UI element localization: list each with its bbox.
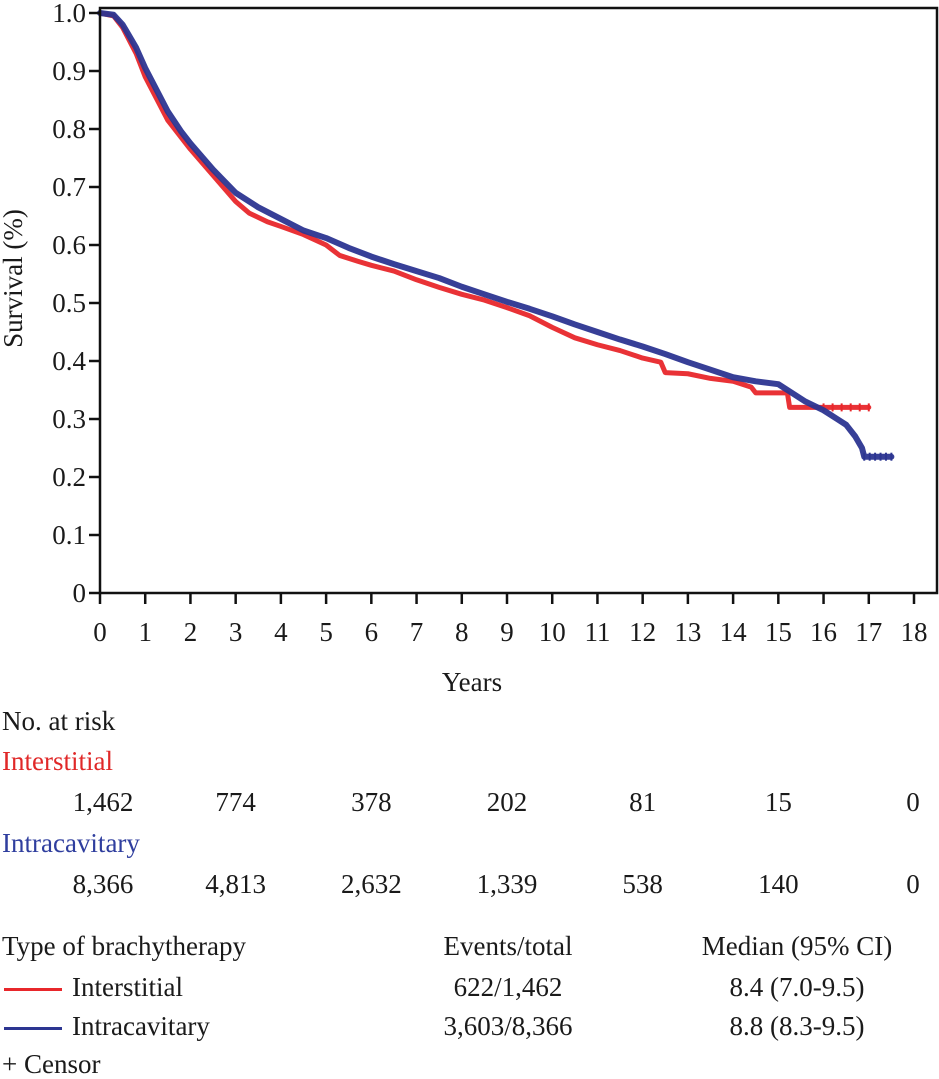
at-risk-count: 538 — [622, 869, 663, 899]
at-risk-count: 15 — [764, 787, 792, 817]
x-tick-label: 3 — [229, 617, 243, 647]
x-tick-label: 8 — [455, 617, 469, 647]
y-tick-label: 1.0 — [52, 0, 86, 28]
x-tick-label: 4 — [274, 617, 288, 647]
at-risk-count: 774 — [215, 787, 256, 817]
at-risk-group-intracavitary: Intracavitary — [2, 828, 140, 858]
y-tick-label: 0.9 — [52, 56, 86, 86]
y-tick-label: 0 — [73, 578, 87, 608]
at-risk-count: 0 — [906, 869, 920, 899]
y-tick-label: 0.4 — [52, 346, 86, 376]
legend-label-interstitial: Interstitial — [72, 972, 183, 1002]
x-axis-title: Years — [442, 667, 502, 697]
x-tick-label: 17 — [855, 617, 882, 647]
y-tick-label: 0.6 — [52, 230, 86, 260]
at-risk-count: 1,339 — [476, 869, 538, 899]
at-risk-title: No. at risk — [2, 706, 116, 736]
legend-line-interstitial — [4, 988, 62, 991]
legend-header-median: Median (95% CI) — [701, 931, 893, 961]
at-risk-count: 81 — [629, 787, 657, 817]
at-risk-count: 4,813 — [205, 869, 267, 899]
x-tick-label: 7 — [410, 617, 424, 647]
legend-censor-label: + Censor — [2, 1049, 101, 1079]
x-tick-label: 12 — [629, 617, 656, 647]
plot-frame — [98, 6, 939, 595]
curve-intracavitary — [97, 10, 895, 460]
at-risk-count: 378 — [351, 787, 392, 817]
legend-events-intracavitary: 3,603/8,366 — [443, 1011, 573, 1041]
x-tick-label: 14 — [720, 617, 748, 647]
x-tick-label: 1 — [138, 617, 152, 647]
y-tick-label: 0.8 — [52, 114, 86, 144]
legend-events-interstitial: 622/1,462 — [453, 972, 563, 1002]
x-tick-label: 11 — [584, 617, 610, 647]
legend-line-intracavitary — [4, 1027, 62, 1030]
legend-median-intracavitary: 8.8 (8.3-9.5) — [729, 1011, 865, 1041]
legend-header-type: Type of brachytherapy — [2, 931, 247, 961]
x-tick-label: 18 — [901, 617, 928, 647]
at-risk-count: 2,632 — [340, 869, 402, 899]
at-risk-count: 1,462 — [72, 787, 134, 817]
at-risk-group-interstitial: Interstitial — [2, 746, 113, 776]
y-axis-title: Survival (%) — [0, 209, 28, 348]
y-tick-label: 0.5 — [52, 288, 86, 318]
curve-interstitial — [97, 10, 872, 410]
y-axis: 0 0.1 0.2 0.3 0.4 0.5 0.6 0.7 0.8 0.9 1.0 — [52, 0, 100, 608]
x-tick-label: 0 — [93, 617, 107, 647]
x-tick-label: 2 — [184, 617, 198, 647]
x-tick-label: 16 — [810, 617, 837, 647]
x-tick-label: 6 — [365, 617, 379, 647]
at-risk-count: 202 — [486, 787, 528, 817]
y-tick-label: 0.7 — [52, 172, 86, 202]
y-tick-label: 0.2 — [52, 462, 86, 492]
x-tick-label: 9 — [500, 617, 514, 647]
x-tick-label: 10 — [539, 617, 566, 647]
x-tick-label: 13 — [674, 617, 701, 647]
at-risk-count: 8,366 — [72, 869, 134, 899]
at-risk-count: 140 — [758, 869, 799, 899]
x-tick-label: 15 — [765, 617, 792, 647]
survival-curves — [97, 10, 895, 461]
legend-label-intracavitary: Intracavitary — [72, 1011, 210, 1041]
y-tick-label: 0.3 — [52, 404, 86, 434]
x-axis: 0 1 2 3 4 5 6 7 8 9 10 11 12 13 14 15 16 17 18 — [93, 593, 928, 647]
legend-median-interstitial: 8.4 (7.0-9.5) — [729, 972, 865, 1002]
x-tick-label: 5 — [319, 617, 333, 647]
legend-header-events: Events/total — [443, 931, 573, 961]
at-risk-count: 0 — [906, 787, 920, 817]
y-tick-label: 0.1 — [52, 520, 86, 550]
